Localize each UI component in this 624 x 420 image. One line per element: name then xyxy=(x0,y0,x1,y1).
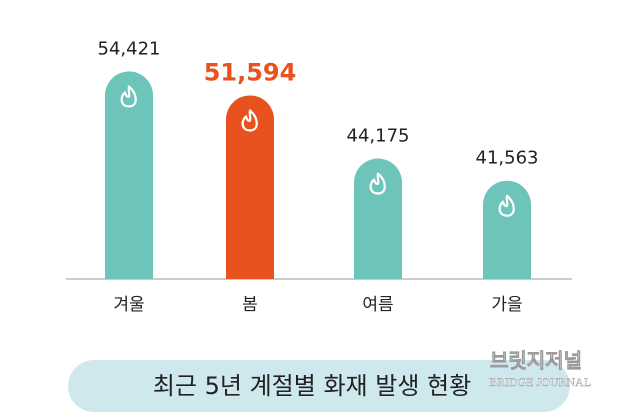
x-tick-label: 봄 xyxy=(242,295,258,315)
value-label: 41,563 xyxy=(476,148,539,169)
x-tick-label: 겨울 xyxy=(113,295,144,315)
value-label: 44,175 xyxy=(347,126,410,147)
bar xyxy=(354,158,402,279)
bar xyxy=(105,71,153,279)
title-pill xyxy=(68,360,570,412)
chart-title: 최근 5년 계절별 화재 발생 현황 xyxy=(153,372,471,400)
flame-icon xyxy=(369,172,386,195)
bar xyxy=(226,95,274,279)
value-label: 51,594 xyxy=(204,58,297,86)
watermark-sub: BRIDGE JOURNAL xyxy=(489,375,591,389)
flame-icon xyxy=(498,194,515,217)
flame-icon xyxy=(120,85,137,108)
flame-icon xyxy=(241,109,258,132)
bar xyxy=(483,180,531,279)
x-tick-label: 가을 xyxy=(491,295,522,315)
value-label: 54,421 xyxy=(98,38,161,59)
x-tick-label: 여름 xyxy=(362,295,393,315)
watermark: 브릿지저널 xyxy=(490,349,582,373)
